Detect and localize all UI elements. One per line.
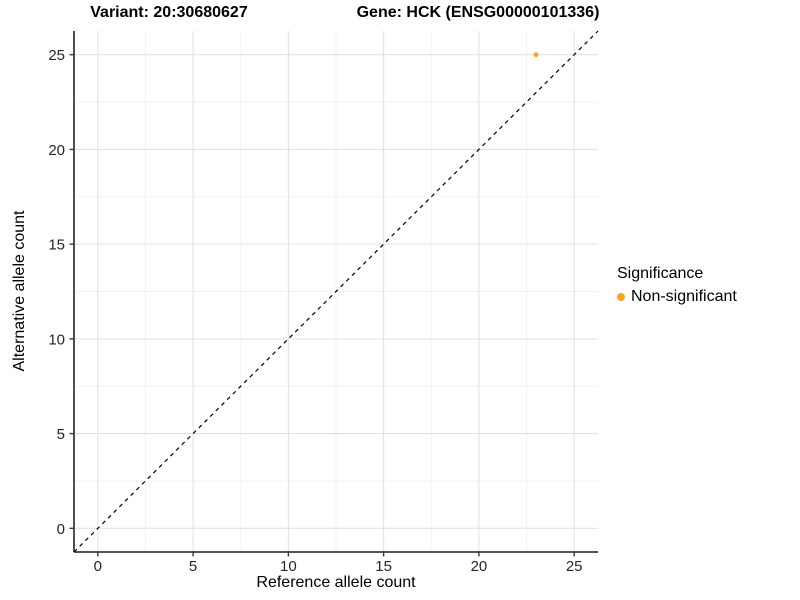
x-tick-label: 10 <box>280 558 297 575</box>
legend-title: Significance <box>617 265 704 282</box>
x-tick-label: 25 <box>566 558 583 575</box>
variant-title: Variant: 20:30680627 <box>90 4 248 21</box>
x-tick-label: 20 <box>471 558 488 575</box>
x-tick-label: 5 <box>189 558 197 575</box>
legend: Significance Non-significant <box>617 265 737 306</box>
legend-entry: Non-significant <box>617 288 737 306</box>
x-tick-label: 15 <box>375 558 392 575</box>
identity-line <box>73 30 599 553</box>
gene-title: Gene: HCK (ENSG00000101336) <box>356 4 600 21</box>
y-tick-label: 15 <box>48 237 65 254</box>
legend-entry-label: Non-significant <box>631 288 737 305</box>
y-tick-label: 10 <box>48 331 65 348</box>
y-tick-label: 20 <box>48 142 65 159</box>
y-tick-label: 0 <box>57 521 65 538</box>
y-tick-label: 5 <box>57 426 65 443</box>
x-tick-label: 0 <box>94 558 102 575</box>
legend-point-icon <box>617 293 625 301</box>
y-axis-label: Alternative allele count <box>11 210 28 372</box>
y-tick-label: 25 <box>48 47 65 64</box>
x-axis-label: Reference allele count <box>256 574 416 591</box>
data-point <box>533 52 539 58</box>
